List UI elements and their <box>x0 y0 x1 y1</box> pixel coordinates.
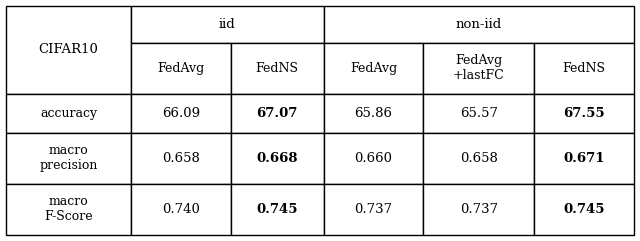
Bar <box>534 184 634 235</box>
Bar <box>534 43 634 94</box>
Bar <box>6 94 131 133</box>
Bar <box>131 43 230 94</box>
Bar <box>230 133 324 184</box>
Text: 0.737: 0.737 <box>355 203 392 216</box>
Bar <box>534 94 634 133</box>
Text: iid: iid <box>219 18 236 31</box>
Text: FedAvg: FedAvg <box>350 62 397 75</box>
Text: 67.07: 67.07 <box>257 107 298 120</box>
Bar <box>131 133 230 184</box>
Bar <box>230 184 324 235</box>
Text: macro
precision: macro precision <box>39 144 98 172</box>
Text: 65.57: 65.57 <box>460 107 498 120</box>
Bar <box>131 94 230 133</box>
Text: FedNS: FedNS <box>563 62 605 75</box>
Text: accuracy: accuracy <box>40 107 97 120</box>
Bar <box>324 94 423 133</box>
Bar <box>6 184 131 235</box>
Bar <box>423 43 534 94</box>
Text: 0.658: 0.658 <box>460 152 498 165</box>
Text: 0.737: 0.737 <box>460 203 498 216</box>
Text: 0.745: 0.745 <box>563 203 605 216</box>
Bar <box>534 133 634 184</box>
Bar <box>230 43 324 94</box>
Text: macro
F-Score: macro F-Score <box>44 195 93 223</box>
Text: 0.668: 0.668 <box>257 152 298 165</box>
Bar <box>131 6 324 43</box>
Text: 0.745: 0.745 <box>257 203 298 216</box>
Bar <box>131 184 230 235</box>
Text: non-iid: non-iid <box>456 18 502 31</box>
Bar <box>423 94 534 133</box>
Text: 0.740: 0.740 <box>162 203 200 216</box>
Bar <box>324 6 634 43</box>
Text: 0.658: 0.658 <box>162 152 200 165</box>
Text: CIFAR10: CIFAR10 <box>38 43 99 56</box>
Bar <box>324 43 423 94</box>
Text: FedNS: FedNS <box>255 62 299 75</box>
Text: FedAvg: FedAvg <box>157 62 204 75</box>
Bar <box>324 184 423 235</box>
Text: 0.660: 0.660 <box>355 152 392 165</box>
Text: 0.671: 0.671 <box>563 152 605 165</box>
Text: 67.55: 67.55 <box>563 107 605 120</box>
Bar <box>423 133 534 184</box>
Text: 66.09: 66.09 <box>162 107 200 120</box>
Text: 65.86: 65.86 <box>355 107 392 120</box>
Bar <box>6 133 131 184</box>
Text: FedAvg
+lastFC: FedAvg +lastFC <box>453 54 505 82</box>
Bar <box>6 6 131 94</box>
Bar <box>324 133 423 184</box>
Bar <box>423 184 534 235</box>
Bar <box>230 94 324 133</box>
